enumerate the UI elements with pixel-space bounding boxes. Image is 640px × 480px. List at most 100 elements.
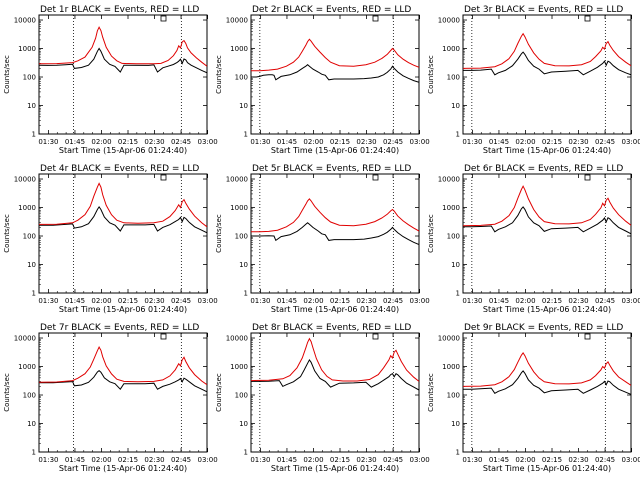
y-tick-label: 100 <box>447 392 460 400</box>
y-tick-label: 100 <box>447 233 460 241</box>
events-series-line <box>251 222 419 246</box>
x-tick-label: 01:45 <box>489 297 509 305</box>
x-tick-label: 03:00 <box>409 138 429 146</box>
series-group <box>463 352 631 395</box>
plot-frame <box>462 14 632 135</box>
x-axis-label: Start Time (15-Apr-06 01:24:40) <box>59 464 187 473</box>
x-tick-label: 03:00 <box>197 297 217 305</box>
x-tick-label: 02:30 <box>144 456 164 464</box>
y-tick-label: 1000 <box>230 363 248 371</box>
y-tick-label: 1 <box>32 290 36 298</box>
x-tick-label: 01:30 <box>250 297 270 305</box>
plot-frame <box>250 332 420 453</box>
x-tick-label: 03:00 <box>197 138 217 146</box>
series-group <box>39 182 207 234</box>
x-tick-label: 01:30 <box>462 297 482 305</box>
detector-panel: Det 7r BLACK = Events, RED = LLD 01:30 01:… <box>3 323 218 473</box>
x-tick-label: 02:15 <box>542 138 562 146</box>
x-tick-label: 01:30 <box>462 138 482 146</box>
y-axis-label: Counts/sec <box>427 55 435 94</box>
y-tick-label: 1 <box>244 290 248 298</box>
y-tick-label: 10 <box>451 102 460 110</box>
y-tick-label: 1000 <box>230 204 248 212</box>
series-group <box>39 26 207 74</box>
y-tick-label: 100 <box>235 392 248 400</box>
x-axis-label: Start Time (15-Apr-06 01:24:40) <box>483 305 611 314</box>
x-axis-label: Start Time (15-Apr-06 01:24:40) <box>271 464 399 473</box>
y-tick-label: 1 <box>456 131 460 139</box>
x-tick-label: 02:45 <box>171 138 191 146</box>
plot-frame <box>38 14 208 135</box>
events-series-line <box>251 64 419 83</box>
x-tick-label: 03:00 <box>197 456 217 464</box>
y-tick-label: 100 <box>23 233 36 241</box>
x-tick-label: 02:00 <box>515 297 535 305</box>
x-tick-label: 01:30 <box>462 456 482 464</box>
events-series-line <box>463 370 631 395</box>
detector-panel: Det 1r BLACK = Events, RED = LLD 01:30 01:… <box>3 5 218 155</box>
lld-series-line <box>39 26 207 67</box>
y-axis-label: Counts/sec <box>3 373 11 412</box>
events-series-line <box>463 51 631 76</box>
y-tick-label: 10 <box>239 102 248 110</box>
x-tick-label: 01:45 <box>65 138 85 146</box>
x-tick-label: 01:45 <box>277 138 297 146</box>
y-axis-label: Counts/sec <box>215 214 223 253</box>
y-tick-label: 10000 <box>226 17 248 25</box>
y-axis-label: Counts/sec <box>427 214 435 253</box>
detector-panel: Det 2r BLACK = Events, RED = LLD 01:30 01:… <box>215 5 430 155</box>
x-tick-label: 01:30 <box>250 138 270 146</box>
y-tick-label: 10 <box>451 420 460 428</box>
y-tick-label: 10 <box>27 420 36 428</box>
x-axis-label: Start Time (15-Apr-06 01:24:40) <box>59 305 187 314</box>
x-tick-label: 02:45 <box>595 456 615 464</box>
legend-box <box>584 15 591 22</box>
events-series-line <box>39 206 207 234</box>
x-tick-label: 01:45 <box>489 456 509 464</box>
lld-series-line <box>463 352 631 387</box>
legend-box <box>584 174 591 181</box>
x-tick-label: 02:00 <box>303 138 323 146</box>
x-tick-label: 02:45 <box>383 297 403 305</box>
events-series-line <box>39 369 207 393</box>
events-series-line <box>463 206 631 235</box>
y-tick-label: 10 <box>451 261 460 269</box>
x-tick-label: 02:15 <box>542 456 562 464</box>
plot-frame <box>38 332 208 453</box>
x-tick-label: 01:45 <box>65 456 85 464</box>
y-tick-label: 1 <box>32 449 36 457</box>
x-tick-label: 03:00 <box>621 138 640 146</box>
x-tick-label: 02:15 <box>330 138 350 146</box>
x-tick-label: 01:45 <box>277 297 297 305</box>
lld-series-line <box>463 185 631 227</box>
x-tick-label: 03:00 <box>621 297 640 305</box>
y-tick-label: 10000 <box>14 335 36 343</box>
lld-series-line <box>251 198 419 233</box>
y-tick-label: 100 <box>23 392 36 400</box>
x-tick-label: 02:15 <box>118 297 138 305</box>
x-tick-label: 02:45 <box>595 138 615 146</box>
x-tick-label: 02:15 <box>330 456 350 464</box>
y-axis-label: Counts/sec <box>3 214 11 253</box>
x-tick-label: 02:00 <box>515 456 535 464</box>
panel-title: Det 4r BLACK = Events, RED = LLD <box>40 164 199 174</box>
x-tick-label: 01:45 <box>65 297 85 305</box>
y-axis-label: Counts/sec <box>3 55 11 94</box>
x-tick-label: 02:00 <box>91 297 111 305</box>
lld-series-line <box>39 346 207 386</box>
y-tick-label: 1 <box>244 131 248 139</box>
y-tick-label: 10 <box>239 261 248 269</box>
x-axis-label: Start Time (15-Apr-06 01:24:40) <box>271 146 399 155</box>
y-tick-label: 10000 <box>438 335 460 343</box>
y-tick-label: 1 <box>32 131 36 139</box>
y-tick-label: 10000 <box>14 176 36 184</box>
y-tick-label: 10 <box>27 261 36 269</box>
x-tick-label: 02:00 <box>91 456 111 464</box>
x-tick-label: 02:15 <box>118 138 138 146</box>
y-tick-label: 1000 <box>18 45 36 53</box>
x-tick-label: 02:00 <box>515 138 535 146</box>
x-tick-label: 02:15 <box>330 297 350 305</box>
lld-series-line <box>251 38 419 72</box>
x-tick-label: 02:00 <box>303 297 323 305</box>
